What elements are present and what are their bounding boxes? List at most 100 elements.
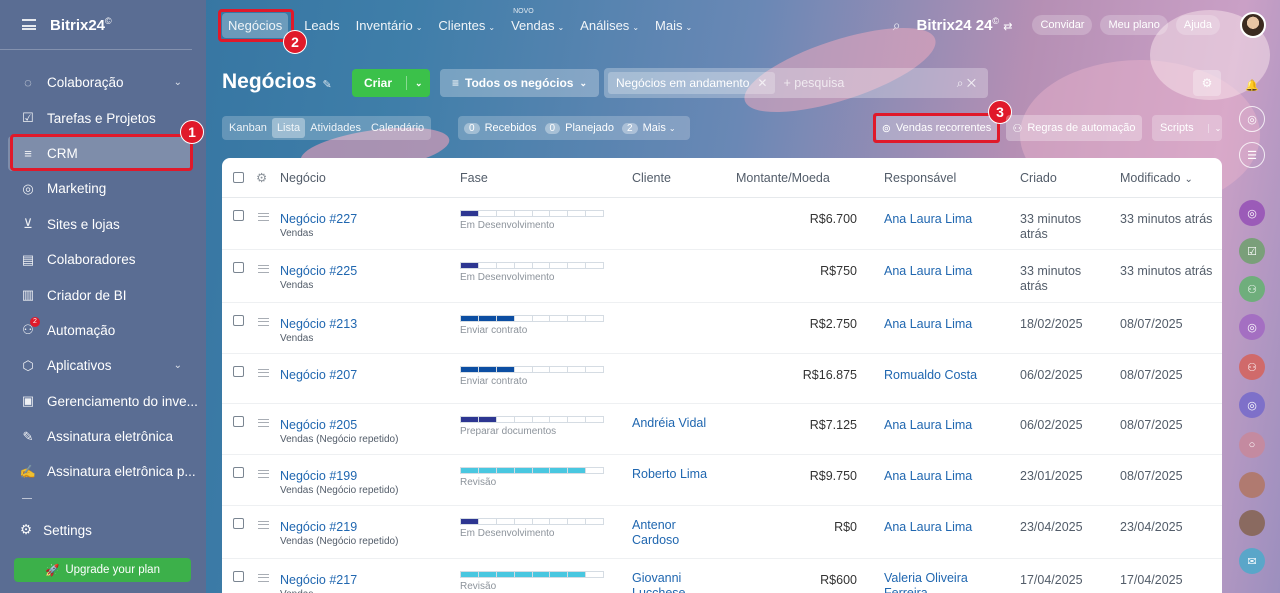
stage-progress-bar[interactable] bbox=[460, 262, 604, 269]
deal-link[interactable]: Negócio #205 bbox=[280, 418, 358, 432]
sidebar-item-criador-de-bi[interactable]: ▥ Criador de BI bbox=[0, 277, 206, 312]
menu-icon[interactable] bbox=[22, 19, 36, 30]
drag-handle-icon[interactable] bbox=[258, 521, 269, 529]
stage-cell[interactable]: Preparar documentos bbox=[460, 416, 604, 437]
stage-progress-bar[interactable] bbox=[460, 467, 604, 474]
tab-lista[interactable]: Lista bbox=[271, 118, 306, 138]
row-checkbox[interactable] bbox=[233, 416, 244, 427]
column-header[interactable]: Modificado ⌄ bbox=[1120, 171, 1193, 185]
deal-link[interactable]: Negócio #217 bbox=[280, 573, 358, 587]
row-checkbox[interactable] bbox=[233, 210, 244, 221]
owner-link[interactable]: Ana Laura Lima bbox=[884, 212, 973, 226]
table-row[interactable]: Negócio #205 Vendas (Negócio repetido) Pre… bbox=[222, 404, 1222, 455]
client-link[interactable]: Antenor Cardoso bbox=[632, 518, 680, 547]
owner-link[interactable]: Ana Laura Lima bbox=[884, 418, 973, 432]
table-row[interactable]: Negócio #219 Vendas (Negócio repetido) Em … bbox=[222, 506, 1222, 559]
topnav-item-vendas[interactable]: NOVO Vendas ⌄ bbox=[511, 8, 564, 33]
owner-link[interactable]: Ana Laura Lima bbox=[884, 317, 973, 331]
scripts-button[interactable]: Scripts ⌄ bbox=[1152, 115, 1222, 141]
pipeline-selector[interactable]: ≡ Todos os negócios ⌄ bbox=[440, 69, 600, 97]
sidebar-item-tarefas-e-projetos[interactable]: ☑ Tarefas e Projetos bbox=[0, 100, 206, 135]
sidebar-item-colabora-o[interactable]: ◌ Colaboração ⌄ bbox=[0, 65, 206, 100]
topnav-item-clientes[interactable]: Clientes ⌄ bbox=[438, 18, 495, 33]
table-row[interactable]: Negócio #199 Vendas (Negócio repetido) Rev… bbox=[222, 455, 1222, 506]
topnav-item-leads[interactable]: Leads bbox=[304, 18, 339, 33]
deal-link[interactable]: Negócio #225 bbox=[280, 264, 358, 278]
help-button[interactable]: Ajuda bbox=[1175, 15, 1220, 35]
invite-button[interactable]: Convidar bbox=[1032, 15, 1093, 35]
chat-bubble-icon[interactable]: ✉ bbox=[1239, 548, 1265, 574]
copilot-icon[interactable]: ◎ bbox=[1239, 200, 1265, 226]
group-icon[interactable]: ⚇ bbox=[1239, 276, 1265, 302]
deal-link[interactable]: Negócio #227 bbox=[280, 212, 358, 226]
target-icon[interactable]: ◎ bbox=[1239, 106, 1265, 132]
chevron-down-icon[interactable]: ⌄ bbox=[173, 360, 182, 372]
client-link[interactable]: Giovanni Lucchese bbox=[632, 571, 686, 593]
stage-progress-bar[interactable] bbox=[460, 518, 604, 525]
gear-icon[interactable]: ⚙ bbox=[1193, 70, 1221, 96]
sidebar-item-gerenciamento-do-inve[interactable]: ▣ Gerenciamento do inve... bbox=[0, 384, 206, 419]
row-checkbox[interactable] bbox=[233, 262, 244, 273]
stage-progress-bar[interactable] bbox=[460, 210, 604, 217]
tab-calend-rio[interactable]: Calendário bbox=[370, 122, 425, 134]
sidebar-settings[interactable]: ⚙ Settings bbox=[20, 522, 92, 538]
stage-cell[interactable]: Em Desenvolvimento bbox=[460, 518, 604, 539]
client-link[interactable]: Roberto Lima bbox=[632, 467, 708, 481]
column-header[interactable]: Criado bbox=[1020, 171, 1057, 185]
copilot-icon[interactable]: ◎ bbox=[1239, 392, 1265, 418]
stage-progress-bar[interactable] bbox=[460, 315, 604, 322]
sidebar-logo[interactable]: Bitrix24© bbox=[50, 15, 112, 34]
table-row[interactable]: Negócio #213 Vendas Enviar contrato R$2.750… bbox=[222, 303, 1222, 354]
chevron-down-icon[interactable]: ⌄ bbox=[415, 77, 423, 88]
column-header[interactable]: Cliente bbox=[632, 171, 671, 185]
sidebar-item-marketing[interactable]: ◎ Marketing bbox=[0, 171, 206, 206]
automation-rules-button[interactable]: ⚇ Regras de automação bbox=[1006, 115, 1142, 141]
table-row[interactable]: Negócio #225 Vendas Em Desenvolvimento R$75… bbox=[222, 250, 1222, 303]
stage-progress-bar[interactable] bbox=[460, 416, 604, 423]
drag-handle-icon[interactable] bbox=[258, 318, 269, 326]
stage-cell[interactable]: Enviar contrato bbox=[460, 315, 604, 336]
drag-handle-icon[interactable] bbox=[258, 213, 269, 221]
topnav-item-an-lises[interactable]: Análises ⌄ bbox=[580, 18, 639, 33]
counter-recebidos[interactable]: 0 Recebidos bbox=[464, 122, 537, 134]
upgrade-plan-button[interactable]: 🚀 Upgrade your plan bbox=[14, 558, 191, 582]
users-icon[interactable]: ⚇ bbox=[1239, 354, 1265, 380]
close-icon[interactable]: ✕ bbox=[757, 76, 768, 90]
drag-handle-icon[interactable] bbox=[258, 470, 269, 478]
tab-kanban[interactable]: Kanban bbox=[229, 122, 267, 134]
column-header[interactable]: Fase bbox=[460, 171, 488, 185]
circle-icon[interactable]: ○ bbox=[1239, 432, 1265, 458]
sidebar-item-automa-o[interactable]: ⚇ Automação bbox=[0, 313, 206, 348]
recurring-sales-button[interactable]: ⊚ Vendas recorrentes bbox=[876, 115, 997, 141]
sidebar-item-assinatura-eletr-nica-p[interactable]: ✍ Assinatura eletrônica p... bbox=[0, 454, 206, 489]
sidebar-item-aplicativos[interactable]: ⬡ Aplicativos ⌄ bbox=[0, 348, 206, 383]
filter-chip[interactable]: Negócios em andamento ✕ bbox=[608, 72, 776, 94]
user-avatar[interactable] bbox=[1240, 12, 1266, 38]
search-clear-icons[interactable]: ⌕ ✕ bbox=[956, 75, 976, 90]
row-checkbox[interactable] bbox=[233, 571, 244, 582]
drag-handle-icon[interactable] bbox=[258, 419, 269, 427]
column-header[interactable]: Responsável bbox=[884, 171, 956, 185]
row-checkbox[interactable] bbox=[233, 518, 244, 529]
tasks-icon[interactable]: ☑ bbox=[1239, 238, 1265, 264]
chevron-down-icon[interactable]: ⌄ bbox=[173, 77, 182, 89]
deal-link[interactable]: Negócio #213 bbox=[280, 317, 358, 331]
owner-link[interactable]: Romualdo Costa bbox=[884, 368, 978, 382]
search-icon[interactable]: ⌕ bbox=[892, 16, 901, 33]
owner-link[interactable]: Ana Laura Lima bbox=[884, 264, 973, 278]
sidebar-item-crm[interactable]: ≡ CRM bbox=[8, 135, 192, 172]
deal-link[interactable]: Negócio #219 bbox=[280, 520, 358, 534]
stage-progress-bar[interactable] bbox=[460, 366, 604, 373]
create-button[interactable]: Criar ⌄ bbox=[352, 69, 430, 97]
topnav-item-neg-cios[interactable]: Negócios bbox=[222, 12, 289, 38]
stage-cell[interactable]: Enviar contrato bbox=[460, 366, 604, 387]
chat-icon[interactable]: ☰ bbox=[1239, 142, 1265, 168]
drag-handle-icon[interactable] bbox=[258, 574, 269, 582]
sidebar-item-sites-e-lojas[interactable]: ⊻ Sites e lojas bbox=[0, 207, 206, 242]
stage-progress-bar[interactable] bbox=[460, 571, 604, 578]
sidebar-item-colaboradores[interactable]: ▤ Colaboradores bbox=[0, 242, 206, 277]
table-row[interactable]: Negócio #207 Enviar contrato R$16.875 Romua… bbox=[222, 354, 1222, 404]
copilot-icon[interactable]: ◎ bbox=[1239, 314, 1265, 340]
row-checkbox[interactable] bbox=[233, 366, 244, 377]
pin-icon[interactable]: ✎ bbox=[322, 79, 332, 91]
